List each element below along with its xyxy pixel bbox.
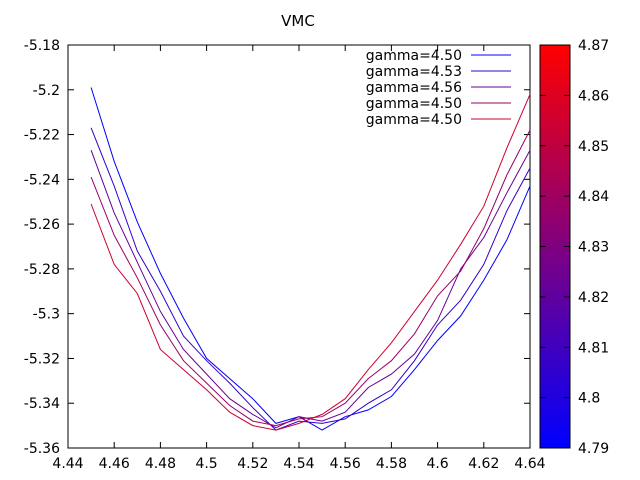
- y-tick-label: -5.24: [24, 172, 60, 188]
- colorbar-tick-label: 4.8: [578, 391, 600, 407]
- y-tick-label: -5.2: [33, 83, 60, 99]
- y-tick-label: -5.34: [24, 396, 60, 412]
- legend: gamma=4.50gamma=4.53gamma=4.56gamma=4.50…: [366, 48, 511, 128]
- x-tick-label: 4.64: [514, 456, 545, 472]
- colorbar-tick-label: 4.84: [578, 189, 609, 205]
- x-tick-label: 4.62: [468, 456, 499, 472]
- series-line-3: [90, 149, 531, 429]
- colorbar-tick-label: 4.85: [578, 139, 609, 155]
- colorbar-tick-label: 4.79: [578, 441, 609, 457]
- x-axis: 4.44 4.46 4.48 4.5 4.52 4.54 4.56 4.58 4.6 4.62 4.…: [52, 45, 546, 472]
- y-tick-label: -5.26: [24, 217, 60, 233]
- colorbar-tick-label: 4.86: [578, 88, 609, 104]
- legend-label: gamma=4.50: [366, 112, 462, 128]
- chart-title: VMC: [281, 12, 315, 30]
- x-tick-label: 4.56: [330, 456, 361, 472]
- x-tick-label: 4.44: [52, 456, 83, 472]
- x-tick-label: 4.54: [283, 456, 314, 472]
- y-axis: -5.18 -5.2 -5.22 -5.24 -5.26 -5.28 -5.3 -5.32 -5…: [24, 38, 530, 457]
- series-line-5: [90, 94, 531, 431]
- x-tick-label: 4.58: [376, 456, 407, 472]
- colorbar-tick-label: 4.82: [578, 290, 609, 306]
- colorbar-tick-label: 4.83: [578, 240, 609, 256]
- series-line-2: [90, 127, 531, 431]
- legend-label: gamma=4.56: [366, 80, 462, 96]
- x-tick-label: 4.5: [195, 456, 217, 472]
- colorbar-tick-label: 4.81: [578, 340, 609, 356]
- y-tick-label: -5.22: [24, 128, 60, 144]
- colorbar-axis: 4.87 4.86 4.85 4.84 4.83 4.82 4.81 4.8 4.79: [540, 38, 609, 457]
- series-line-1: [90, 87, 531, 431]
- x-tick-label: 4.46: [99, 456, 130, 472]
- x-tick-label: 4.52: [237, 456, 268, 472]
- y-tick-label: -5.36: [24, 441, 60, 457]
- x-tick-label: 4.6: [426, 456, 448, 472]
- legend-label: gamma=4.50: [366, 48, 462, 64]
- y-tick-label: -5.32: [24, 351, 60, 367]
- series-line-4: [90, 129, 531, 427]
- legend-label: gamma=4.50: [366, 96, 462, 112]
- legend-label: gamma=4.53: [366, 64, 462, 80]
- series-lines: [90, 87, 531, 431]
- y-tick-label: -5.28: [24, 262, 60, 278]
- colorbar-tick-label: 4.87: [578, 38, 609, 54]
- x-tick-label: 4.48: [145, 456, 176, 472]
- y-tick-label: -5.3: [33, 307, 60, 323]
- y-tick-label: -5.18: [24, 38, 60, 54]
